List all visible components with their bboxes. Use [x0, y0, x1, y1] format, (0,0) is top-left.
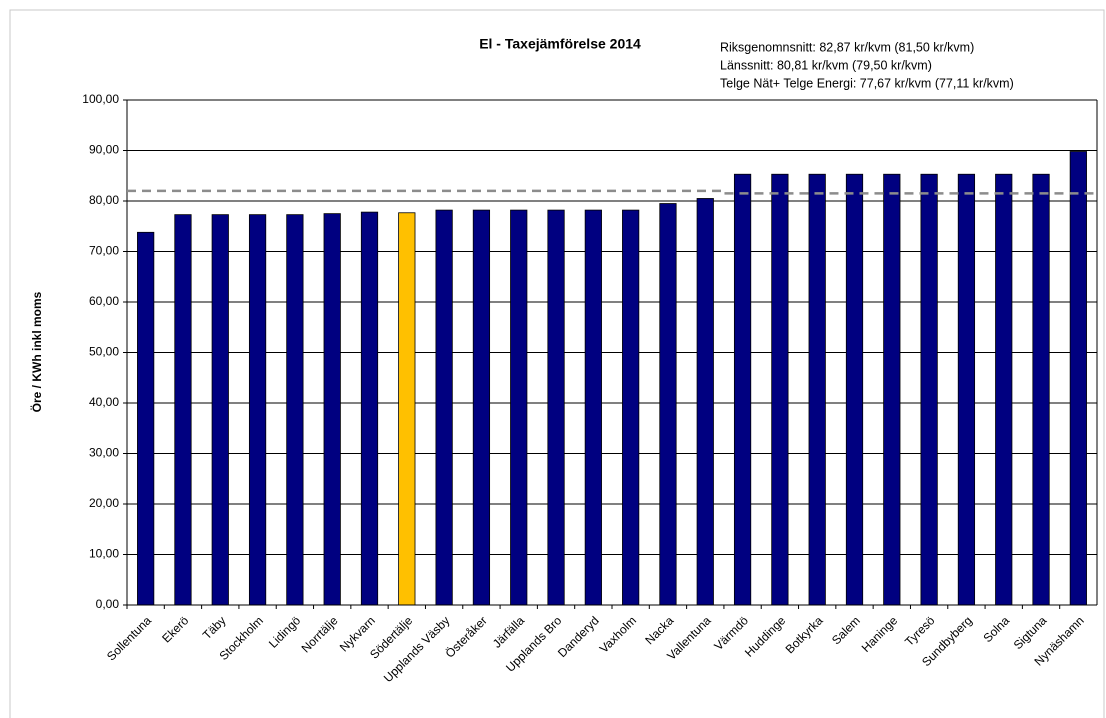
annotation: Riksgenomnsnitt: 82,87 kr/kvm (81,50 kr/… — [720, 40, 974, 54]
y-tick-label: 10,00 — [89, 547, 119, 561]
bar — [174, 214, 192, 606]
bar — [696, 198, 714, 606]
bar — [137, 231, 155, 606]
y-tick-label: 40,00 — [89, 395, 119, 409]
y-tick-label: 80,00 — [89, 193, 119, 207]
bar — [398, 212, 416, 606]
x-tick-label: Ekerö — [159, 613, 191, 645]
x-tick-label: Vaxholm — [597, 613, 639, 655]
bar — [659, 203, 677, 606]
bar — [995, 173, 1013, 606]
y-axis-label: Öre / KWh inkl moms — [29, 291, 44, 412]
x-tick-label: Nacka — [642, 613, 676, 647]
x-tick-label: Botkyrka — [783, 613, 826, 656]
bar — [622, 209, 640, 606]
bar — [211, 214, 229, 606]
y-tick-label: 30,00 — [89, 446, 119, 460]
bar — [733, 173, 752, 606]
x-tick-label: Sollentuna — [104, 613, 154, 663]
bar — [584, 209, 602, 606]
bar — [771, 173, 789, 606]
y-tick-label: 100,00 — [82, 92, 119, 106]
x-tick-label: Norrtälje — [299, 613, 341, 655]
y-tick-label: 90,00 — [89, 143, 119, 157]
annotation: Telge Nät+ Telge Energi: 77,67 kr/kvm (7… — [720, 76, 1014, 90]
bar — [920, 173, 938, 606]
x-tick-label: Upplands Väsby — [381, 613, 453, 685]
y-tick-label: 20,00 — [89, 496, 119, 510]
bar — [957, 173, 976, 606]
x-tick-label: Solna — [980, 613, 1012, 645]
reference-line — [127, 189, 1097, 195]
bar — [845, 173, 864, 606]
x-tick-label: Haninge — [859, 613, 901, 655]
y-tick-label: 60,00 — [89, 294, 119, 308]
bar — [360, 211, 379, 606]
y-tick-label: 70,00 — [89, 244, 119, 258]
y-tick-label: 50,00 — [89, 345, 119, 359]
bar — [510, 209, 528, 606]
bar — [547, 209, 565, 606]
bar — [472, 209, 491, 606]
x-tick-label: Salem — [829, 613, 863, 647]
annotation: Länssnitt: 80,81 kr/kvm (79,50 kr/kvm) — [720, 58, 932, 72]
bar — [1069, 151, 1087, 606]
x-tick-label: Tyresö — [902, 613, 938, 649]
bar — [286, 214, 304, 606]
bar — [808, 173, 826, 606]
chart-frame — [9, 9, 1105, 718]
x-tick-label: Täby — [200, 613, 229, 642]
bar — [248, 214, 267, 606]
x-tick-label: Österåker — [443, 613, 490, 660]
bar — [435, 209, 453, 606]
y-tick-label: 0,00 — [96, 597, 120, 611]
x-tick-label: Danderyd — [555, 613, 602, 660]
chart-title: El - Taxejämförelse 2014 — [479, 36, 641, 52]
bar — [1032, 173, 1050, 606]
x-tick-label: Huddinge — [742, 613, 788, 659]
bar — [883, 173, 901, 606]
bar — [323, 213, 341, 606]
